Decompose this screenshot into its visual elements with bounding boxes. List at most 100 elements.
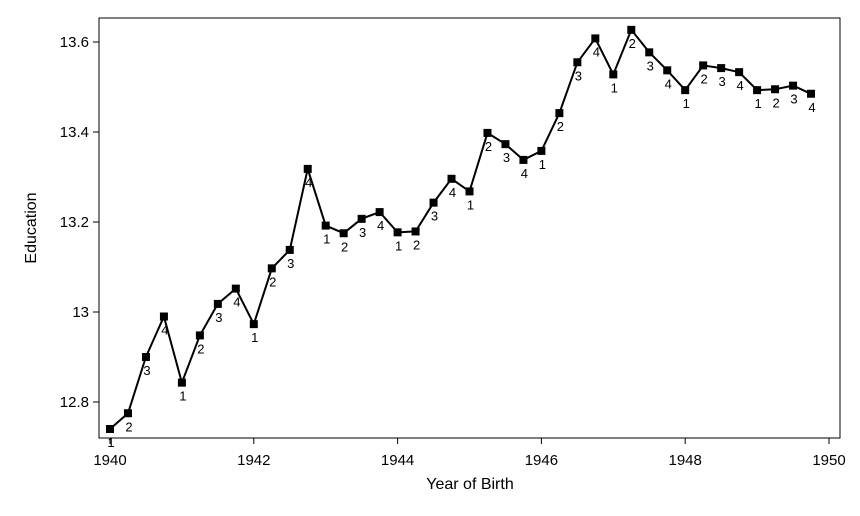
quarter-label: 1 — [467, 197, 474, 212]
quarter-label: 4 — [593, 44, 600, 59]
quarter-label: 2 — [197, 341, 204, 356]
quarter-label: 3 — [503, 150, 510, 165]
data-point — [627, 25, 636, 34]
data-point — [249, 320, 258, 329]
data-point — [375, 208, 384, 217]
data-point — [339, 229, 348, 238]
data-point — [231, 284, 240, 293]
quarter-label: 2 — [629, 36, 636, 51]
data-point — [411, 227, 420, 236]
data-point — [699, 61, 708, 70]
data-point — [591, 34, 600, 43]
data-point — [285, 245, 294, 254]
quarter-label: 4 — [665, 76, 672, 91]
x-axis: 1940 1942 1944 1946 1948 1950 — [93, 438, 846, 469]
quarter-label: 3 — [431, 209, 438, 224]
quarter-label: 2 — [269, 274, 276, 289]
quarter-label: 2 — [413, 237, 420, 252]
y-tick-label: 13.2 — [60, 214, 89, 231]
series-line — [109, 27, 812, 430]
y-tick-label: 12.8 — [60, 394, 89, 411]
y-tick-label: 13.6 — [60, 34, 89, 51]
quarter-label: 3 — [575, 68, 582, 83]
y-axis: 12.8 13 13.2 13.4 13.6 — [60, 34, 99, 411]
data-point — [573, 58, 582, 67]
quarter-label: 1 — [323, 232, 330, 247]
x-tick-label: 1944 — [381, 452, 414, 469]
data-point — [213, 299, 222, 308]
data-point — [141, 353, 150, 361]
quarter-label: 4 — [449, 185, 456, 200]
data-point — [303, 164, 312, 173]
x-tick-label: 1940 — [93, 452, 126, 469]
quarter-label: 3 — [719, 74, 726, 89]
x-tick-label: 1942 — [237, 452, 270, 469]
plot-frame — [98, 17, 841, 439]
data-point — [177, 378, 186, 387]
quarter-label: 4 — [521, 166, 528, 181]
quarter-label: 1 — [251, 330, 258, 345]
data-point — [537, 146, 546, 155]
data-point — [465, 187, 474, 196]
quarter-label: 2 — [557, 119, 564, 134]
quarter-label: 1 — [754, 96, 761, 111]
data-point — [807, 89, 816, 98]
data-point — [267, 264, 276, 273]
quarter-label: 3 — [215, 310, 222, 325]
data-point — [483, 128, 492, 137]
data-point — [789, 81, 798, 90]
y-tick-label: 13 — [72, 304, 89, 321]
series-markers — [106, 25, 816, 433]
data-point — [609, 70, 618, 79]
x-tick-label: 1948 — [669, 452, 702, 469]
quarter-label: 1 — [683, 96, 690, 111]
data-point — [393, 228, 402, 237]
data-point — [159, 312, 168, 321]
data-point — [717, 64, 726, 73]
x-tick-label: 1950 — [812, 452, 845, 469]
data-point — [123, 409, 132, 418]
data-point — [555, 109, 564, 118]
data-point — [195, 331, 204, 340]
quarter-label: 1 — [611, 80, 618, 95]
data-point — [519, 155, 528, 164]
quarter-label: 2 — [772, 95, 779, 110]
data-point — [663, 66, 672, 75]
data-point — [321, 221, 330, 230]
data-point — [501, 140, 510, 149]
y-axis-title: Education — [23, 192, 40, 263]
quarter-label: 2 — [125, 419, 132, 434]
quarter-label: 3 — [647, 58, 654, 73]
quarter-label: 1 — [539, 157, 546, 172]
quarter-label: 3 — [287, 256, 294, 271]
data-point — [106, 425, 114, 433]
quarter-label: 2 — [701, 71, 708, 86]
quarter-label: 4 — [161, 323, 168, 338]
data-point — [447, 174, 456, 183]
x-axis-title: Year of Birth — [426, 476, 513, 493]
quarter-label: 3 — [143, 363, 150, 378]
y-tick-label: 13.4 — [60, 124, 89, 141]
data-point — [681, 86, 690, 95]
quarter-label: 4 — [808, 100, 815, 115]
data-point — [753, 86, 762, 95]
data-point — [771, 85, 780, 94]
quarter-label: 2 — [485, 139, 492, 154]
quarter-label: 3 — [790, 92, 797, 107]
quarter-label: 3 — [359, 225, 366, 240]
quarter-label: 1 — [107, 435, 114, 450]
x-tick-label: 1946 — [525, 452, 558, 469]
quarter-label: 4 — [377, 218, 384, 233]
data-point — [645, 48, 654, 57]
quarter-label: 1 — [395, 238, 402, 253]
quarter-label: 4 — [305, 175, 312, 190]
quarter-label: 2 — [341, 239, 348, 254]
data-point — [357, 214, 366, 223]
quarter-label: 4 — [737, 78, 744, 93]
data-point — [735, 68, 744, 77]
data-point — [429, 198, 438, 207]
quarter-label: 1 — [179, 389, 186, 404]
quarter-label: 4 — [233, 295, 240, 310]
